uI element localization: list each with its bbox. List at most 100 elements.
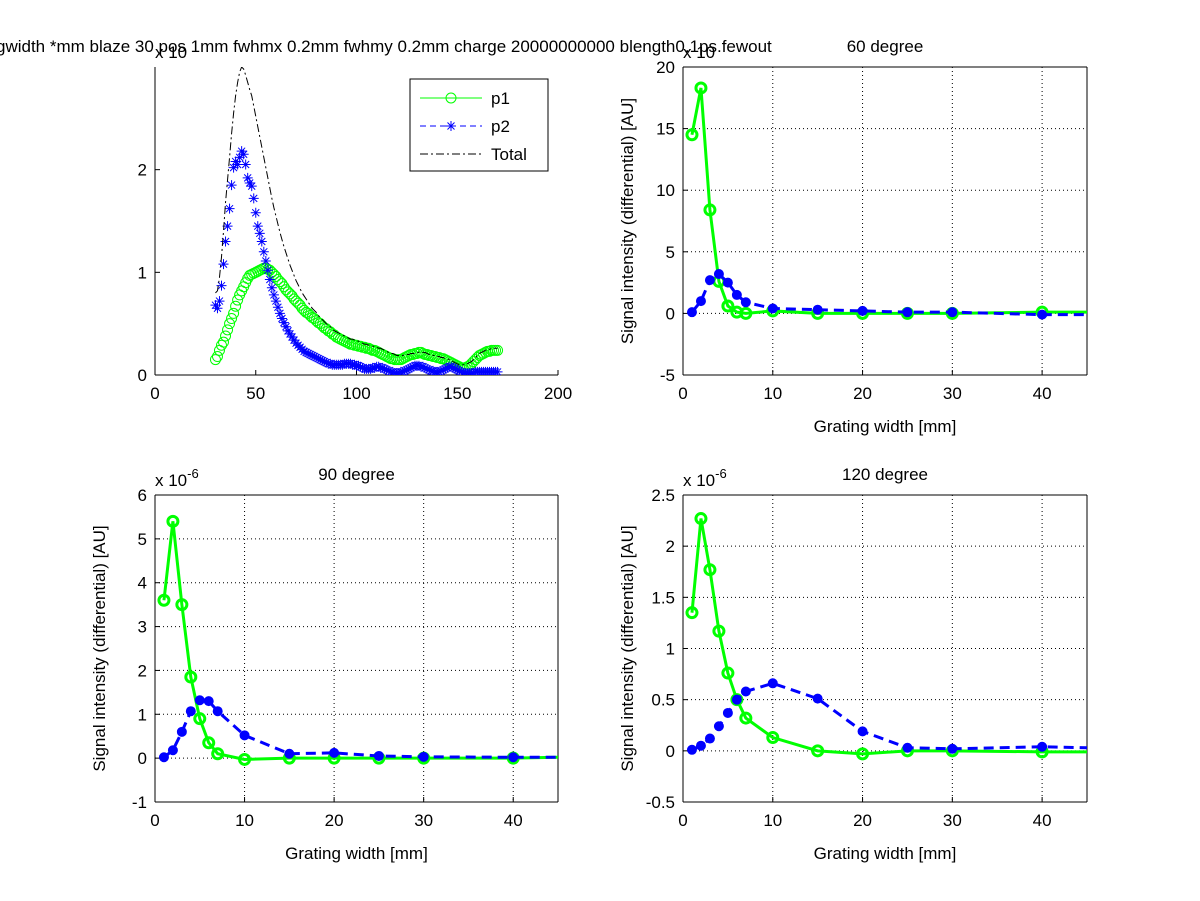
x-tick-label: 150 [443, 384, 471, 403]
data-point-star [234, 152, 245, 163]
data-point-circle [211, 351, 223, 363]
y-tick-label: 0 [666, 304, 675, 323]
data-point-circle [739, 711, 753, 725]
series-p1 [209, 262, 504, 374]
y-exponent-label: x 10-6 [155, 466, 199, 490]
data-point-star [713, 268, 724, 279]
x-tick-label: 0 [150, 384, 159, 403]
data-point-star [428, 365, 439, 375]
data-point-star [176, 726, 187, 737]
data-point-star [686, 307, 697, 318]
plot-series-group [157, 514, 558, 766]
data-point-circle [359, 341, 371, 353]
y-tick-label: 1 [666, 640, 675, 659]
data-point-star [337, 359, 348, 370]
data-point-star [695, 740, 706, 751]
data-point-star [812, 693, 823, 704]
data-point-star [373, 750, 384, 761]
data-point-star [228, 162, 239, 173]
data-point-circle [766, 731, 780, 745]
data-point-star [282, 325, 293, 336]
data-point-star [357, 362, 368, 373]
data-point-star [381, 364, 392, 375]
data-point-star [722, 707, 733, 718]
x-tick-label: 20 [853, 384, 872, 403]
data-point-circle [288, 293, 300, 305]
data-point-star [365, 363, 376, 374]
data-point-circle [276, 278, 288, 290]
y-tick-label: 0 [138, 366, 147, 385]
data-point-star [325, 358, 336, 369]
data-point-star [242, 172, 253, 183]
data-point-circle [421, 348, 433, 360]
data-point-star [695, 296, 706, 307]
data-point-circle [209, 354, 221, 366]
data-point-star [407, 361, 418, 372]
data-point-star [442, 362, 453, 373]
data-point-star [317, 355, 328, 366]
data-point-star [417, 361, 428, 372]
data-point-star [167, 745, 178, 756]
data-point-star [158, 752, 169, 763]
data-point-star [422, 363, 433, 374]
data-point-star [440, 363, 451, 374]
data-point-star [264, 274, 275, 285]
y-tick-label: 2 [666, 537, 675, 556]
data-point-star [239, 730, 250, 741]
data-point-circle [721, 666, 735, 680]
subplot-title: 120 degree [842, 465, 928, 484]
data-point-star [1037, 741, 1048, 752]
data-point-star [401, 364, 412, 375]
data-point-star [704, 733, 715, 744]
series-p2 [210, 146, 503, 375]
data-point-star [369, 362, 380, 373]
x-tick-label: 40 [504, 811, 523, 830]
x-axis-label: Grating width [mm] [814, 417, 957, 436]
x-tick-label: 30 [414, 811, 433, 830]
y-tick-label: 0 [138, 749, 147, 768]
y-tick-label: 4 [138, 574, 147, 593]
data-point-star [373, 361, 384, 372]
data-point-circle [467, 356, 479, 368]
data-point-star [299, 346, 310, 357]
data-point-star [902, 742, 913, 753]
data-point-star [303, 348, 314, 359]
data-point-star [289, 335, 300, 346]
data-point-star [212, 706, 223, 717]
data-point-circle [355, 340, 367, 352]
data-point-star [256, 236, 267, 247]
data-point-star [468, 367, 479, 375]
data-point-star [450, 363, 461, 374]
data-point-star [240, 159, 251, 170]
x-tick-label: 30 [943, 811, 962, 830]
data-point-star [230, 156, 241, 167]
data-point-circle [280, 284, 292, 296]
data-point-star [185, 706, 196, 717]
figure-title: gwidth *mm blaze 30 pos 1mm fwhmx 0.2mm … [0, 37, 772, 56]
series-line [690, 518, 1087, 756]
x-tick-label: 10 [763, 384, 782, 403]
data-point-star [740, 686, 751, 697]
data-point-star [355, 361, 366, 372]
plot-area [155, 495, 558, 802]
data-point-star [268, 289, 279, 300]
data-point-star [232, 159, 243, 170]
data-point-circle [175, 598, 189, 612]
data-point-star [287, 332, 298, 343]
series-p2 [686, 268, 1087, 320]
data-point-star [731, 289, 742, 300]
data-point-circle [228, 307, 240, 319]
exponent-power: -6 [715, 466, 727, 481]
data-point-circle [222, 324, 234, 336]
data-point-star [353, 360, 364, 371]
y-tick-label: -5 [660, 366, 675, 385]
legend-marker-circle [445, 92, 457, 104]
data-point-circle [282, 286, 294, 298]
data-point-star [252, 221, 263, 232]
data-point-star [383, 365, 394, 375]
data-point-star [424, 364, 435, 375]
data-point-star [301, 347, 312, 358]
y-tick-label: 5 [666, 243, 675, 262]
